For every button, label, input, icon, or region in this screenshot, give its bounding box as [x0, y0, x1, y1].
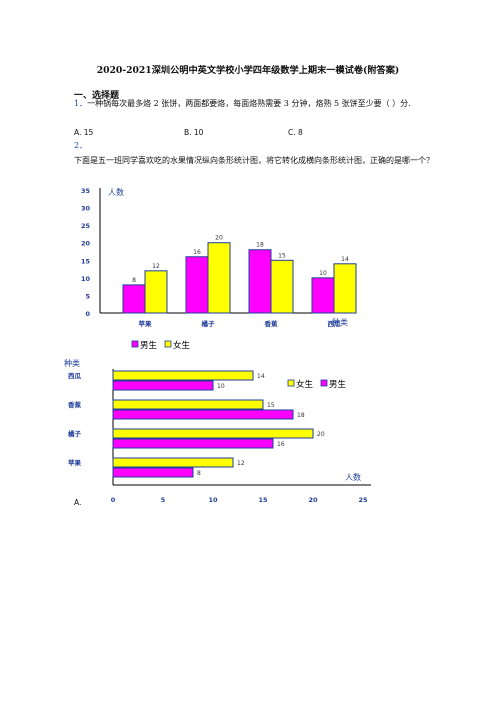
category-label: 香蕉 [68, 400, 82, 409]
bar-value-label: 12 [237, 460, 245, 467]
legend-label: 男生 [329, 379, 347, 390]
bar-value-label: 8 [132, 277, 136, 284]
y-axis-label: 种类 [64, 358, 80, 368]
x-tick-label: 0 [111, 496, 116, 504]
bar-value-label: 15 [278, 252, 286, 259]
bar-value-label: 8 [197, 470, 201, 477]
y-tick-label: 15 [81, 257, 91, 265]
bar-value-label: 12 [152, 263, 160, 270]
y-tick-label: 0 [85, 310, 90, 318]
bar [311, 277, 335, 314]
option-b: B. 10 [184, 128, 204, 137]
bar [207, 242, 231, 314]
y-tick-label: 20 [81, 240, 91, 248]
bar [112, 457, 234, 468]
category-label: 苹果 [139, 319, 153, 328]
x-axis-label: 种类 [332, 317, 348, 327]
bar-value-label: 18 [297, 412, 305, 419]
bar-value-label: 15 [267, 402, 275, 409]
x-tick-label: 15 [258, 496, 268, 504]
legend-swatch [320, 379, 328, 387]
bar [112, 467, 194, 478]
category-label: 西瓜 [68, 372, 82, 380]
bar-value-label: 14 [341, 256, 349, 263]
y-axis-label: 人数 [108, 187, 124, 197]
option-a: A. 15 [74, 128, 94, 137]
category-label: 香蕉 [265, 319, 279, 328]
x-tick-label: 25 [358, 496, 368, 504]
y-tick-label: 30 [81, 205, 91, 213]
y-tick-label: 5 [85, 292, 90, 300]
bar [144, 270, 168, 314]
legend-label: 女生 [296, 379, 314, 390]
x-axis-label: 人数 [345, 472, 361, 482]
x-tick-label: 10 [208, 496, 218, 504]
bar [112, 428, 314, 439]
question-2-number: 2． [74, 141, 88, 150]
bar [248, 249, 272, 314]
bar-value-label: 16 [193, 249, 201, 256]
section-heading: 一、选择题 [74, 91, 120, 101]
legend-label: 女生 [173, 340, 191, 351]
bar-value-label: 10 [217, 383, 225, 390]
bar [112, 399, 264, 410]
bar-value-label: 14 [257, 373, 265, 380]
bar [270, 259, 294, 314]
y-tick-label: 25 [81, 222, 91, 230]
y-tick-label: 10 [81, 275, 91, 283]
bar-value-label: 20 [317, 431, 325, 438]
bar-value-label: 16 [277, 441, 285, 448]
option-c: C. 8 [288, 128, 303, 137]
bar [112, 380, 214, 391]
bar [112, 438, 274, 449]
x-tick-label: 20 [308, 496, 318, 504]
category-label: 苹果 [68, 458, 82, 467]
bar [185, 256, 209, 314]
question-1-number: 1． [74, 99, 88, 108]
legend-swatch [164, 340, 172, 348]
category-label: 西瓜 [328, 320, 342, 328]
legend-label: 男生 [140, 340, 158, 351]
bar [112, 409, 294, 420]
bar [112, 370, 254, 381]
question-1: 1．一种锅每次最多烙 2 张饼，两面都要烙，每面烙熟需要 3 分钟，烙熟 5 张… [74, 97, 426, 111]
legend-swatch [287, 379, 295, 387]
legend-swatch [131, 340, 139, 348]
bar-value-label: 20 [215, 235, 223, 242]
category-label: 橘子 [67, 429, 82, 438]
question-1-text: 一种锅每次最多烙 2 张饼，两面都要烙，每面烙熟需要 3 分钟，烙熟 5 张饼至… [87, 99, 411, 108]
bar [333, 263, 357, 314]
bar [122, 284, 146, 314]
document-title: 2020-2021深圳公明中英文学校小学四年级数学上期末一模试卷(附答案) [96, 65, 400, 76]
answer-a-label: A. [74, 498, 82, 507]
y-tick-label: 35 [81, 187, 91, 195]
category-label: 橘子 [201, 319, 216, 328]
x-tick-label: 5 [161, 496, 166, 504]
question-2-text: 下面是五一班同学喜欢吃的水果情况纵向条形统计图，将它转化成横向条形统计图，正确的… [74, 156, 434, 165]
bar-value-label: 18 [256, 242, 264, 249]
bar-value-label: 10 [319, 270, 327, 277]
